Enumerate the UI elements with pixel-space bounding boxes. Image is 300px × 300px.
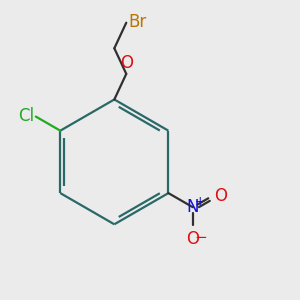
Text: O: O [120,54,133,72]
Text: −: − [194,230,207,245]
Text: +: + [195,195,206,208]
Text: Br: Br [129,13,147,31]
Text: N: N [187,198,199,216]
Text: O: O [214,187,226,205]
Text: Cl: Cl [18,107,34,125]
Text: O: O [186,230,199,247]
